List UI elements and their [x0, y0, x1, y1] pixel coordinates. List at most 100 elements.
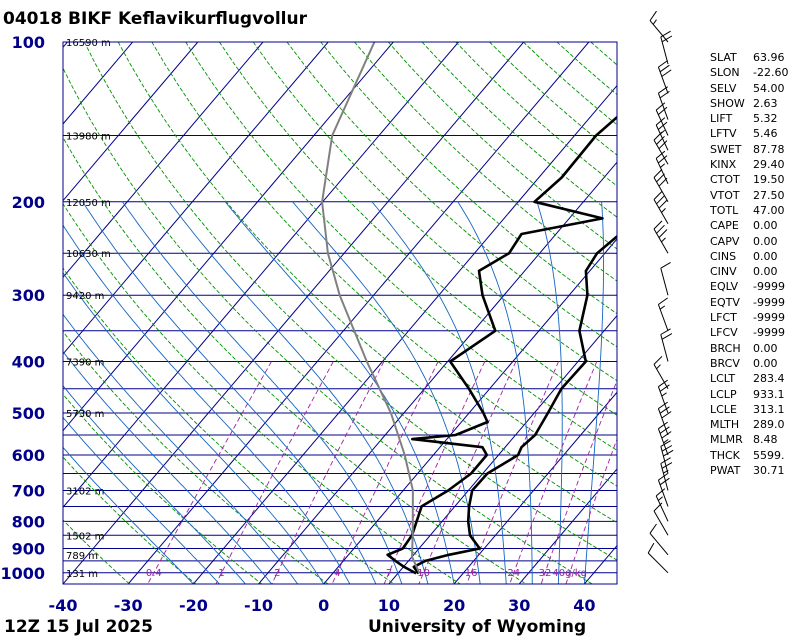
index-name: MLTH — [710, 418, 740, 432]
temperature-tick-label: 20 — [443, 596, 465, 615]
barb-flag — [655, 117, 666, 126]
index-value: 2.63 — [753, 96, 778, 110]
mixing-ratio-line — [331, 361, 439, 584]
index-name: EQLV — [710, 280, 739, 294]
barb-flag — [659, 384, 670, 392]
barb-staff — [660, 268, 669, 296]
isotherm-line — [453, 391, 617, 584]
temperature-tick-label: 30 — [508, 596, 530, 615]
temperature-tick-label: -20 — [179, 596, 208, 615]
barb-staff — [653, 228, 669, 254]
index-row: CAPE 0.00 — [710, 218, 800, 233]
mixing-ratio-label: 24 — [507, 568, 520, 579]
mixing-ratio-line — [271, 361, 385, 584]
index-row: SELV 54.00 — [710, 81, 800, 96]
barb-flag — [658, 199, 668, 209]
barb-flag — [653, 502, 663, 512]
wind-barb — [653, 502, 669, 536]
height-label: 3102 m — [66, 487, 104, 498]
isotherm-line — [323, 238, 617, 584]
barb-flag — [656, 135, 665, 145]
mixing-ratio-label: 2 — [274, 568, 280, 579]
index-name: LIFT — [710, 112, 733, 126]
background-grid — [63, 42, 617, 584]
dry-adiabat-line — [354, 42, 617, 282]
moist-adiabat-line — [63, 271, 325, 584]
barb-half-flag — [661, 237, 666, 243]
stability-indices-table: SLAT 63.96 SLON -22.60 SELV 54.00 SHOW 2.63 LIFT… — [710, 50, 800, 478]
barb-flag — [660, 261, 671, 269]
barb-flag — [661, 333, 673, 340]
barb-flag — [661, 35, 673, 43]
wind-barb — [657, 473, 670, 507]
temperature-tick-label: 40 — [573, 596, 595, 615]
index-name: LFCV — [710, 326, 738, 340]
index-value: 87.78 — [753, 142, 785, 156]
barb-staff — [653, 177, 669, 203]
index-row: SHOW 2.63 — [710, 96, 800, 111]
plot-frame — [62, 41, 618, 585]
index-value: 289.0 — [753, 418, 785, 432]
wind-barb — [660, 440, 674, 474]
barb-half-flag — [661, 208, 666, 213]
barb-half-flag — [660, 163, 666, 168]
index-value: 27.50 — [753, 188, 785, 202]
moist-adiabat-line — [82, 201, 377, 584]
index-value: 933.1 — [753, 387, 785, 401]
pressure-tick-label: 200 — [12, 193, 45, 212]
barb-half-flag — [663, 439, 669, 444]
index-value: 63.96 — [753, 51, 785, 64]
index-value: 30.71 — [753, 464, 785, 478]
index-row: MLTH 289.0 — [710, 417, 800, 432]
mixing-ratio-line — [540, 379, 617, 584]
barb-flag — [659, 64, 670, 73]
pressure-tick-label: 300 — [12, 286, 45, 305]
moist-adiabat-line — [292, 201, 481, 584]
mixing-ratio-labels: 0.4 1 2 4 7 10 16 24 32 40g/kg — [146, 568, 587, 579]
barb-flag — [655, 150, 666, 159]
barb-flag — [649, 10, 657, 21]
barb-flag — [653, 191, 663, 200]
moist-adiabat-line — [371, 201, 507, 584]
moist-adiabat-line — [168, 201, 429, 584]
index-value: 283.4 — [753, 372, 785, 386]
dry-adiabat-line — [151, 42, 617, 487]
wind-barbs — [647, 10, 674, 574]
index-row: EQTV -9999 — [710, 295, 800, 310]
dry-adiabat-line — [63, 67, 593, 584]
temperature-tick-label: 10 — [378, 596, 400, 615]
index-row: VTOT 27.50 — [710, 188, 800, 203]
index-row: CAPV 0.00 — [710, 234, 800, 249]
barb-flag — [660, 328, 671, 335]
index-value: 5.46 — [753, 127, 778, 141]
index-row: BRCV 0.00 — [710, 356, 800, 371]
dry-adiabat-line — [286, 42, 617, 348]
barb-flag — [647, 542, 655, 554]
index-value: 0.00 — [753, 341, 778, 355]
height-labels: 16590 m 13980 m 12050 m 10630 m 9420 m 7390 m… — [66, 38, 111, 580]
sounding-profiles — [321, 42, 617, 575]
temperature-tick-label: -10 — [244, 596, 273, 615]
barb-flag — [655, 102, 666, 111]
barb-flag — [659, 406, 670, 414]
isotherm-line — [192, 84, 617, 584]
isotherm-line — [63, 42, 264, 279]
index-value: 29.40 — [753, 158, 785, 172]
index-row: KINX 29.40 — [710, 157, 800, 172]
wind-barb — [653, 220, 669, 254]
mixing-ratio-line — [147, 361, 272, 584]
index-value: 0.00 — [753, 265, 778, 279]
isotherm-line — [518, 468, 617, 584]
isotherm-line — [63, 42, 68, 49]
mixing-ratio-label: 40g/kg — [552, 568, 587, 579]
index-name: BRCH — [710, 341, 741, 355]
wind-barb — [660, 328, 673, 362]
index-row: CINS 0.00 — [710, 249, 800, 264]
barb-flag — [656, 224, 665, 234]
barb-staff — [649, 20, 669, 43]
index-name: LFCT — [710, 311, 737, 325]
moist-adiabat-line — [224, 201, 455, 584]
index-row: LFCV -9999 — [710, 325, 800, 340]
data-source: University of Wyoming — [368, 617, 587, 637]
height-label: 16590 m — [66, 38, 111, 49]
